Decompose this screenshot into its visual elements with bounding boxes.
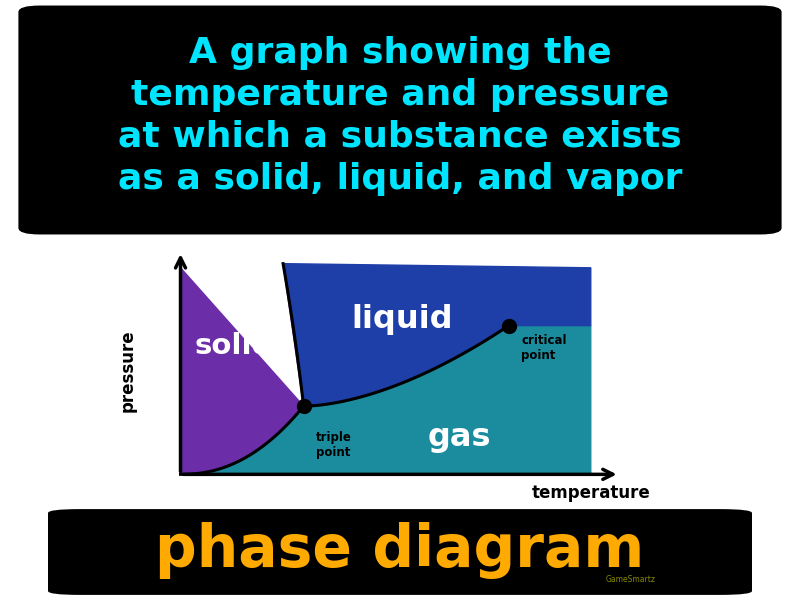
Text: pressure: pressure — [118, 330, 136, 412]
Text: triple
point: triple point — [316, 431, 352, 459]
Text: GameSmartz: GameSmartz — [606, 575, 655, 584]
FancyBboxPatch shape — [18, 5, 782, 235]
Polygon shape — [283, 263, 590, 406]
Text: solid: solid — [194, 332, 273, 360]
Text: liquid: liquid — [351, 304, 453, 335]
Text: phase diagram: phase diagram — [155, 522, 645, 579]
Polygon shape — [181, 326, 590, 475]
Text: critical
point: critical point — [521, 334, 566, 362]
FancyBboxPatch shape — [48, 509, 752, 595]
Text: temperature: temperature — [531, 484, 650, 502]
Polygon shape — [181, 263, 303, 475]
Text: gas: gas — [428, 422, 491, 452]
Text: A graph showing the
temperature and pressure
at which a substance exists
as a so: A graph showing the temperature and pres… — [118, 35, 682, 196]
